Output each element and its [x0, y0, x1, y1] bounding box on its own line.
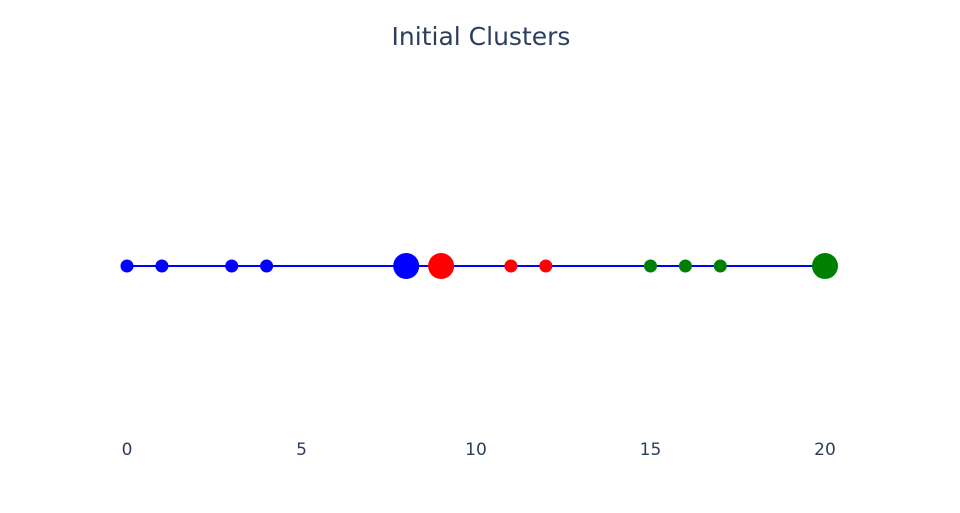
data-point-10[interactable]: [713, 259, 727, 273]
data-point-0[interactable]: [120, 259, 134, 273]
data-point-6[interactable]: [504, 259, 518, 273]
x-tick-label: 5: [296, 440, 307, 460]
x-tick-label: 0: [122, 440, 133, 460]
data-point-4[interactable]: [393, 253, 420, 279]
data-point-1[interactable]: [155, 259, 169, 273]
data-point-9[interactable]: [678, 259, 692, 273]
x-tick-label: 15: [640, 440, 662, 460]
x-tick-label: 20: [814, 440, 836, 460]
data-point-3[interactable]: [260, 259, 274, 273]
data-point-5[interactable]: [428, 253, 455, 279]
x-tick-label: 10: [465, 440, 487, 460]
chart-title: Initial Clusters: [391, 22, 571, 51]
data-point-2[interactable]: [225, 259, 239, 273]
data-point-11[interactable]: [812, 253, 838, 279]
data-point-8[interactable]: [644, 259, 657, 273]
data-point-7[interactable]: [539, 259, 553, 273]
